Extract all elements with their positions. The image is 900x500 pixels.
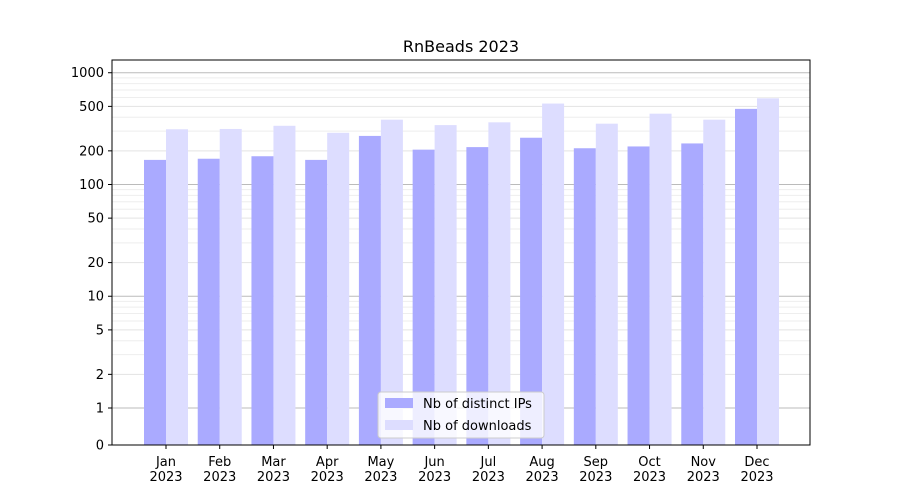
bar-ips [144,159,166,445]
x-tick-label: Mar 2023 [257,455,290,485]
y-axis: 0 1 2 5 10 20 50 100 200 500 1000 [71,66,112,454]
y-tick-label: 50 [87,212,104,227]
bar-downloads [542,103,565,445]
legend-label-ips: Nb of distinct IPs [423,397,532,412]
y-tick-label: 1000 [71,66,104,81]
bar-downloads [434,125,457,445]
y-tick-label: 10 [87,290,104,305]
x-tick-label: Jun 2023 [418,455,451,485]
x-tick-label: Jan 2023 [149,455,182,485]
legend: Nb of distinct IPs Nb of downloads [377,391,545,439]
bar-ips [735,108,757,445]
chart-title: RnBeads 2023 [403,37,519,56]
x-tick-label: Dec 2023 [740,455,773,485]
x-tick-label: Nov 2023 [687,455,720,485]
y-tick-label: 1 [96,402,104,417]
y-tick-label: 20 [87,256,104,271]
bar-downloads [166,129,188,445]
bar-ips [681,143,704,445]
bar-downloads [703,119,726,445]
bar-ips [251,156,274,445]
bar-ips [412,149,435,445]
bar-ips [627,146,650,445]
bar-downloads [380,119,403,445]
bar-downloads [219,128,242,445]
bar-ips [466,147,489,445]
legend-label-downloads: Nb of downloads [423,419,532,434]
bars [144,98,779,445]
bar-downloads [595,123,618,445]
x-tick-label: Sep 2023 [579,455,612,485]
y-tick-label: 2 [96,368,104,383]
y-tick-label: 500 [79,100,104,115]
x-axis: Jan 2023 Feb 2023 Mar 2023 Apr 2023 May 2023 Jun 20… [149,445,774,485]
bar-downloads [327,132,350,445]
bar-ips [197,158,220,445]
y-tick-label: 100 [79,178,104,193]
bar-downloads [757,98,779,445]
y-tick-label: 200 [79,144,104,159]
bar-downloads [488,122,511,445]
bar-ips [305,159,328,445]
legend-box [377,391,545,439]
x-tick-label: Aug 2023 [526,455,559,485]
x-tick-label: Feb 2023 [203,455,236,485]
bar-ips [358,135,381,445]
plot-frame [111,59,811,446]
y-tick-label: 0 [96,439,104,454]
y-tick-label: 5 [96,323,104,338]
bar-ips [573,148,596,445]
bar-downloads [273,125,296,445]
x-tick-label: Apr 2023 [311,455,344,485]
x-tick-label: Oct 2023 [633,455,666,485]
bar-downloads [649,113,672,445]
legend-swatch-downloads [385,420,413,430]
x-tick-label: Jul 2023 [472,455,505,485]
legend-swatch-ips [385,398,413,408]
x-tick-label: May 2023 [364,455,397,485]
bar-ips [520,137,543,445]
